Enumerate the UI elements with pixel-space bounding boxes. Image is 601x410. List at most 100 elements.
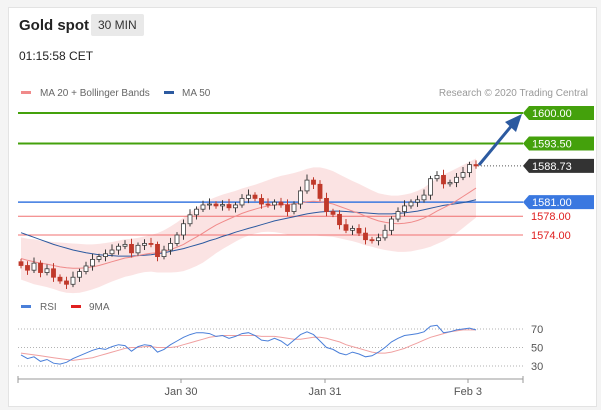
candle-body	[434, 175, 440, 180]
candle-body	[343, 224, 349, 231]
price-tag-label-1593.50: 1593.50	[532, 139, 572, 151]
candle-body	[356, 228, 362, 234]
candle-body	[226, 204, 232, 209]
candle-body	[408, 201, 414, 207]
rsi-line	[20, 324, 477, 365]
candle-body	[324, 197, 329, 212]
candle-body	[116, 245, 121, 251]
candle-body	[18, 261, 24, 266]
forecast-arrow-head	[505, 114, 522, 132]
forecast-arrow	[477, 123, 515, 166]
candle-body	[278, 201, 284, 206]
price-tag-label-1600.00: 1600.00	[532, 108, 572, 120]
candle-body	[246, 194, 251, 199]
candle-body	[291, 203, 297, 212]
candle-body	[252, 194, 258, 199]
candle-body	[382, 229, 388, 239]
price-tag-label-1588.73: 1588.73	[532, 161, 572, 173]
candle-body	[194, 208, 199, 216]
candle-body	[83, 265, 89, 273]
ma20-line	[20, 187, 477, 269]
candle-body	[44, 268, 50, 273]
candle-body	[460, 172, 466, 178]
candle-body	[135, 244, 141, 254]
legend-label-9ma: 9MA	[89, 302, 110, 313]
candle-body	[272, 201, 277, 206]
candle-body	[187, 214, 193, 225]
candle-body	[129, 243, 134, 254]
candle-body	[363, 232, 368, 241]
price-tag-1600.00	[523, 106, 594, 120]
candle-body	[395, 211, 401, 220]
candle-body	[259, 197, 264, 205]
candle-body	[239, 197, 245, 206]
candle-body	[31, 262, 37, 271]
candle-body	[337, 213, 342, 226]
x-tick-label: Feb 3	[454, 386, 482, 398]
candle-body	[428, 178, 433, 196]
candle-body	[148, 243, 154, 245]
candle-body	[447, 182, 453, 185]
candle-body	[57, 276, 63, 282]
candle-body	[161, 249, 167, 257]
candle-body	[467, 164, 472, 173]
legend-label-ma50: MA 50	[182, 88, 211, 99]
legend-swatch-ma20	[21, 91, 31, 94]
x-tick-label: Jan 31	[308, 386, 341, 398]
candle-body	[90, 258, 95, 267]
x-tick-label: Jan 30	[164, 386, 197, 398]
candle-body	[415, 199, 420, 203]
candle-body	[142, 243, 147, 246]
legend-label-rsi: RSI	[40, 302, 57, 313]
candle-body	[122, 243, 128, 247]
price-tag-1581.00	[523, 195, 594, 210]
page-title: Gold spot	[19, 17, 89, 34]
candle-body	[369, 239, 375, 242]
candle-body	[220, 204, 225, 207]
candle-body	[181, 223, 186, 236]
rsi-level-label: 50	[531, 343, 543, 355]
candle-body	[298, 190, 303, 205]
candle-body	[304, 179, 310, 192]
candle-body	[421, 194, 427, 201]
rsi-level-label: 70	[531, 324, 543, 336]
candle-body	[96, 256, 102, 260]
candle-body	[168, 243, 173, 251]
rsi-ma9-line	[20, 329, 476, 361]
candle-body	[174, 234, 180, 244]
legend-swatch-9ma	[71, 305, 81, 308]
candle-body	[330, 211, 336, 215]
price-tag-label-1581.00: 1581.00	[532, 197, 572, 209]
legend-swatch-ma50	[164, 91, 174, 94]
candle-body	[213, 203, 219, 207]
price-label-1578.00: 1578.00	[531, 211, 571, 223]
candle-body	[103, 253, 108, 257]
legend-swatch-rsi	[21, 305, 31, 308]
candle-body	[38, 262, 43, 273]
price-tag-1588.73	[523, 158, 594, 173]
timeframe-badge[interactable]: 30 MIN	[91, 14, 144, 36]
bollinger-band	[21, 158, 476, 294]
candle-body	[317, 183, 323, 199]
candle-body	[70, 276, 76, 285]
candle-body	[311, 179, 316, 185]
timestamp: 01:15:58 CET	[19, 49, 94, 63]
candle-body	[25, 265, 30, 271]
candle-body	[376, 237, 381, 242]
price-label-1574.00: 1574.00	[531, 230, 571, 242]
candle-body	[207, 203, 212, 206]
candle-body	[285, 204, 290, 212]
candle-body	[265, 203, 271, 206]
candle-body	[441, 175, 446, 185]
candle-body	[473, 164, 479, 167]
legend-label-ma20: MA 20 + Bollinger Bands	[40, 88, 150, 99]
candle-body	[109, 249, 115, 255]
candle-body	[454, 176, 459, 183]
candle-body	[77, 271, 82, 278]
credit-text: Research © 2020 Trading Central	[439, 88, 588, 99]
candle-body	[233, 204, 238, 209]
candle-body	[350, 228, 355, 231]
candle-body	[200, 204, 206, 210]
candle-body	[155, 243, 160, 257]
